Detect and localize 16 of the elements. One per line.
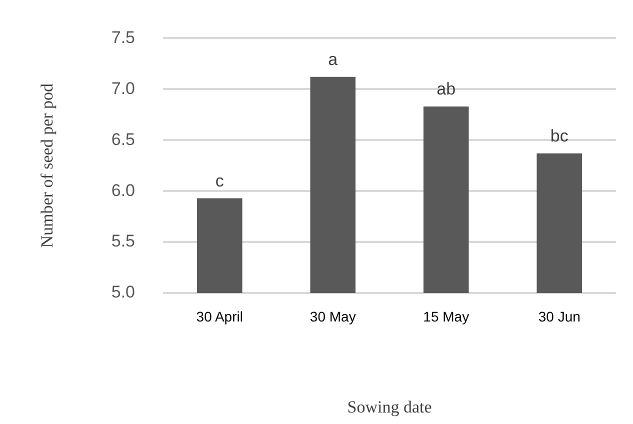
y-tick-label: 7.5	[111, 28, 135, 47]
x-tick-label: 30 May	[310, 308, 356, 324]
annotation: bc	[550, 126, 569, 146]
x-tick-label: 15 May	[423, 308, 470, 324]
x-tick-label: 30 April	[196, 308, 243, 324]
y-tick-label: 6.5	[111, 130, 135, 149]
y-tick-label: 6.0	[111, 180, 135, 200]
annotation: ab	[436, 80, 456, 99]
y-tick-label: 5.5	[111, 232, 135, 251]
y-axis-title: Number of seed per pod	[38, 82, 57, 248]
annotation: c	[215, 171, 224, 190]
x-axis-title: Sowing date	[347, 397, 432, 416]
y-tick-label: 7.0	[111, 78, 135, 98]
x-tick-label: 30 Jun	[538, 308, 580, 324]
y-tick-label: 5.0	[111, 282, 135, 302]
annotation: a	[328, 50, 338, 70]
